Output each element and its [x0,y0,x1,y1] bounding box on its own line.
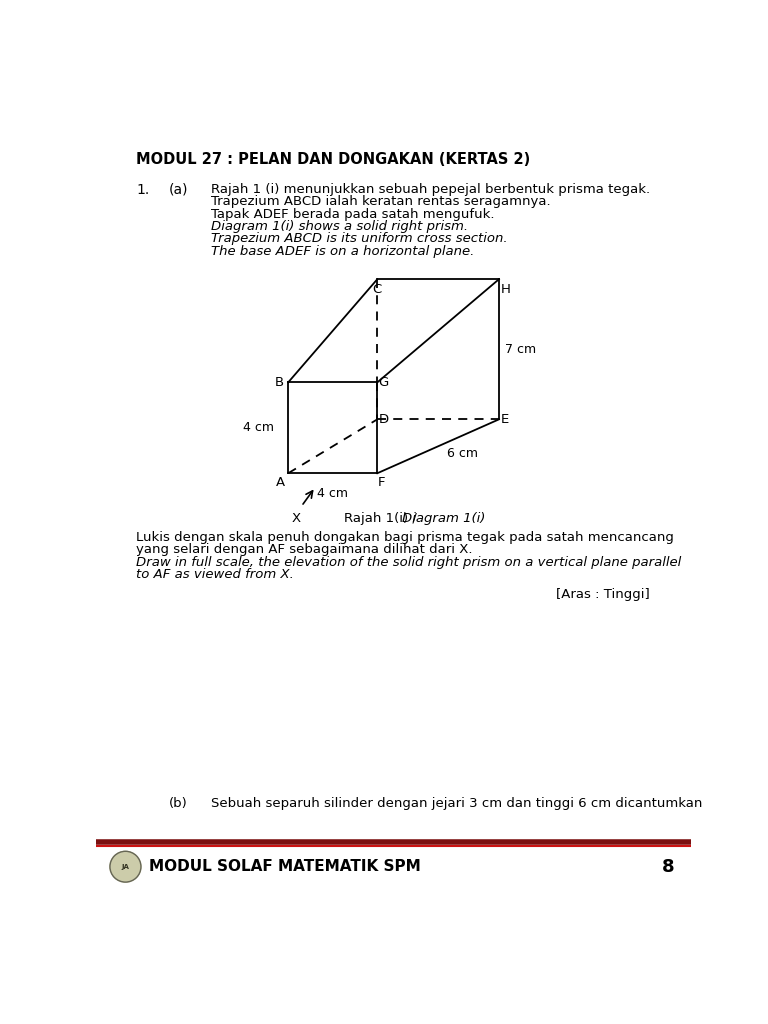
Text: E: E [501,413,509,426]
Text: [Aras : Tinggi]: [Aras : Tinggi] [555,588,650,601]
Text: F: F [378,476,386,489]
Text: Trapezium ABCD is its uniform cross section.: Trapezium ABCD is its uniform cross sect… [210,232,508,245]
Text: H: H [500,283,510,296]
Text: Sebuah separuh silinder dengan jejari 3 cm dan tinggi 6 cm dicantumkan: Sebuah separuh silinder dengan jejari 3 … [210,797,702,810]
Text: Trapezium ABCD ialah keratan rentas seragamnya.: Trapezium ABCD ialah keratan rentas sera… [210,196,551,208]
Text: 7 cm: 7 cm [505,343,536,355]
Text: B: B [274,376,283,389]
Text: Tapak ADEF berada pada satah mengufuk.: Tapak ADEF berada pada satah mengufuk. [210,208,494,220]
Text: Diagram 1(i): Diagram 1(i) [402,512,485,524]
Text: The base ADEF is on a horizontal plane.: The base ADEF is on a horizontal plane. [210,245,474,258]
Text: Diagram 1(i) shows a solid right prism.: Diagram 1(i) shows a solid right prism. [210,220,468,232]
Text: G: G [379,376,389,389]
Text: (a): (a) [169,183,188,197]
Text: yang selari dengan AF sebagaimana dilihat dari X.: yang selari dengan AF sebagaimana diliha… [136,544,473,556]
Text: Rajah 1 (i) menunjukkan sebuah pepejal berbentuk prisma tegak.: Rajah 1 (i) menunjukkan sebuah pepejal b… [210,183,650,196]
Text: JA: JA [121,863,129,869]
Text: D: D [379,413,389,426]
Text: 6 cm: 6 cm [448,447,478,461]
Text: 8: 8 [662,858,674,876]
Text: (b): (b) [169,797,187,810]
Text: 4 cm: 4 cm [243,421,274,434]
Text: X: X [291,512,300,524]
Text: C: C [372,283,382,296]
Text: MODUL SOLAF MATEMATIK SPM: MODUL SOLAF MATEMATIK SPM [149,859,420,874]
Text: Lukis dengan skala penuh dongakan bagi prisma tegak pada satah mencancang: Lukis dengan skala penuh dongakan bagi p… [136,531,674,544]
Text: Rajah 1(i) /: Rajah 1(i) / [344,512,421,524]
Text: Draw in full scale, the elevation of the solid right prism on a vertical plane p: Draw in full scale, the elevation of the… [136,556,681,568]
Text: 1.: 1. [136,183,150,197]
Text: 4 cm: 4 cm [317,487,348,500]
Text: MODUL 27 : PELAN DAN DONGAKAN (KERTAS 2): MODUL 27 : PELAN DAN DONGAKAN (KERTAS 2) [136,153,531,167]
Text: A: A [276,476,285,489]
Text: to AF as viewed from X.: to AF as viewed from X. [136,568,294,581]
Circle shape [110,851,141,882]
